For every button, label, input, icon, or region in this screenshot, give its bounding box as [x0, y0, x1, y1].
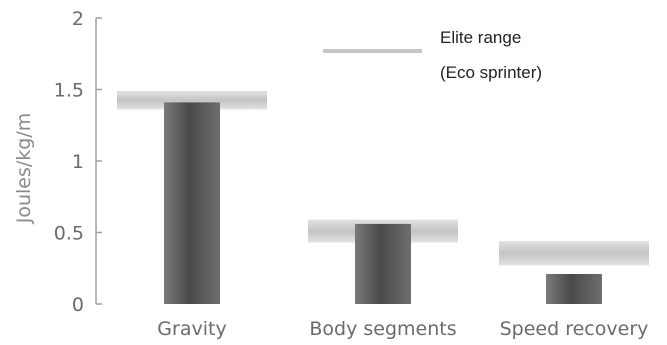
- elite-range-band: [117, 90, 267, 110]
- bars: [164, 102, 602, 305]
- legend: Elite range (Eco sprinter): [323, 28, 542, 82]
- legend-line-1: Elite range: [440, 28, 521, 47]
- bar: [164, 102, 220, 305]
- x-tick-label: Gravity: [157, 318, 226, 340]
- legend-line-2: (Eco sprinter): [440, 63, 542, 82]
- x-axis-labels: Gravity Body segments Speed recovery: [157, 318, 648, 340]
- bar: [546, 273, 602, 304]
- y-tick-label: 1: [72, 151, 84, 173]
- y-tick-label: 1.5: [54, 80, 84, 102]
- x-tick-label: Body segments: [309, 318, 456, 340]
- y-axis-title: Joules/kg/m: [13, 113, 35, 225]
- y-tick-label: 0: [72, 294, 84, 316]
- y-tick-label: 0.5: [54, 223, 84, 245]
- elite-range-bands: [117, 90, 649, 266]
- elite-range-band: [499, 241, 649, 266]
- y-axis: 0 0.5 1 1.5 2: [54, 8, 102, 316]
- x-tick-label: Speed recovery: [500, 318, 649, 340]
- y-tick-label: 2: [72, 8, 84, 30]
- bar: [355, 223, 411, 304]
